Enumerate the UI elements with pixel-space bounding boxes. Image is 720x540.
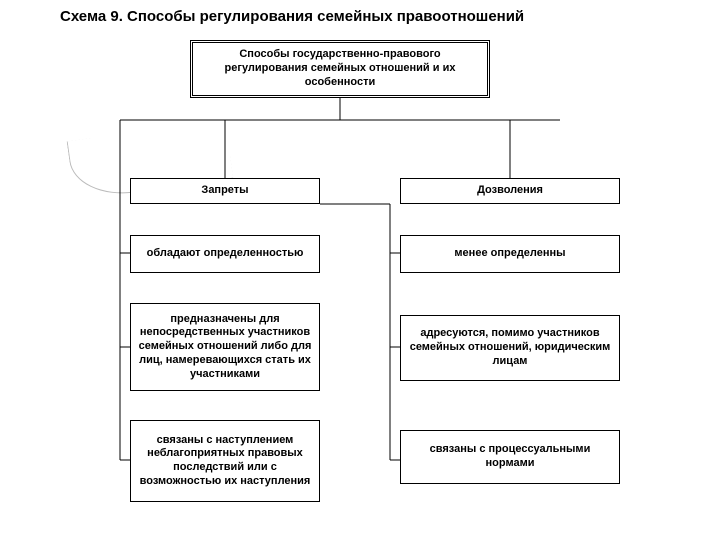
left-header: Запреты <box>130 178 320 204</box>
right-item-0: менее определенны <box>400 235 620 273</box>
left-item-2: связаны с наступлением неблагоприятных п… <box>130 420 320 502</box>
right-item-1: адресуются, помимо участников семейных о… <box>400 315 620 381</box>
left-item-0: обладают определенностью <box>130 235 320 273</box>
diagram-title: Схема 9. Способы регулирования семейных … <box>60 8 524 25</box>
right-header: Дозволения <box>400 178 620 204</box>
right-item-2: связаны с процессуальными нормами <box>400 430 620 484</box>
root-box: Способы государственно-правового регулир… <box>190 40 490 98</box>
left-item-1: предназначены для непосредственных участ… <box>130 303 320 391</box>
